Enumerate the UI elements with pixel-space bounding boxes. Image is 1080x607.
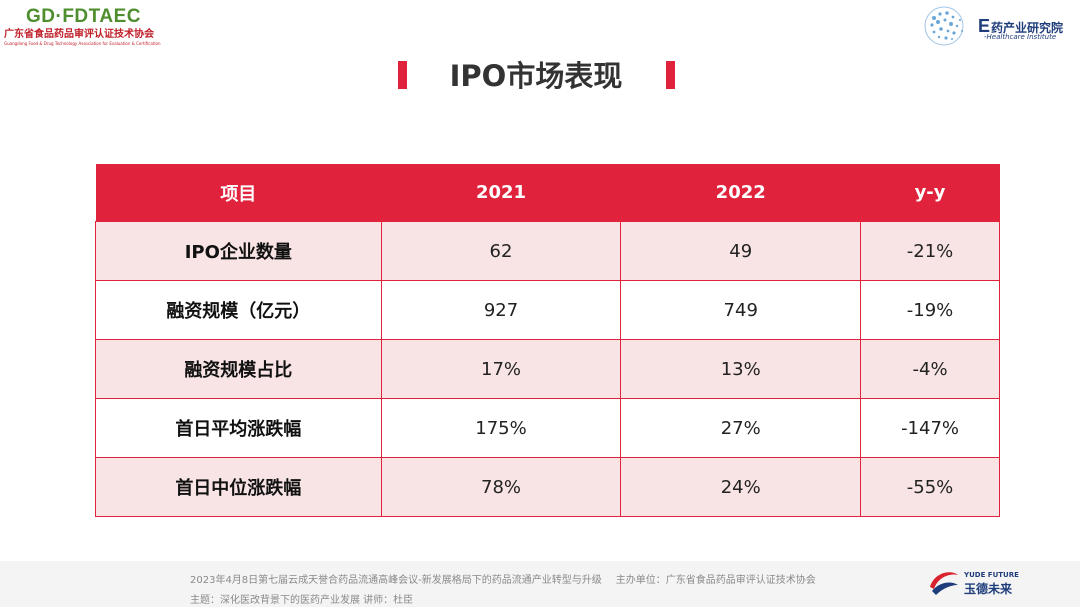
title-accent-bar-left [398,61,407,89]
cell-2022: 27% [620,398,862,458]
cell-2022: 749 [620,280,862,340]
footer-event-text: 2023年4月8日第七届云成天誉合药品流通高峰会议-新发展格局下的药品流通产业转… [190,575,602,586]
page-title: IPO市场表现 [449,59,623,93]
table-row: 首日平均涨跌幅 175% 27% -147% [95,398,1000,458]
header-2021: 2021 [381,164,621,222]
cell-yy: -4% [860,339,1000,399]
institute-en-name: -Healthcare Institute [984,33,1057,41]
yude-future-logo: YUDE FUTURE 玉德未来 [928,565,1019,599]
header-item: 项目 [95,164,382,222]
cell-2021: 927 [380,280,622,340]
title-accent-bar-right [666,61,675,89]
logo-cn-text: 广东省食品药品审评认证技术协会 [4,29,154,40]
globe-icon [924,6,964,46]
header-yy: y-y [860,164,1000,222]
row-label: 融资规模占比 [95,339,382,399]
title-area: IPO市场表现 [0,56,1080,96]
yude-en-text: YUDE FUTURE [964,571,1019,579]
table-row: 融资规模占比 17% 13% -4% [95,339,1000,399]
header-2022: 2022 [620,164,861,222]
cell-2021: 62 [380,221,622,281]
footer-topic-text: 主题：深化医改背景下的医药产业发展 讲师：杜臣 [190,595,414,606]
logo-main-text: GD·FDTAEC [26,6,141,27]
cell-2021: 17% [380,339,622,399]
cell-2022: 49 [620,221,862,281]
table-header-row: 项目 2021 2022 y-y [95,164,1000,222]
footer: 2023年4月8日第七届云成天誉合药品流通高峰会议-新发展格局下的药品流通产业转… [0,561,1080,607]
cell-2022: 24% [620,457,862,517]
table-row: IPO企业数量 62 49 -21% [95,221,1000,281]
yude-cn-text: 玉德未来 [964,582,1013,596]
institute-cn-name: E药产业研究院 [978,16,1063,37]
healthcare-institute-logo: E药产业研究院 -Healthcare Institute [920,4,1070,48]
footer-organizer-text: 主办单位：广东省食品药品审评认证技术协会 [615,575,816,586]
cell-2021: 175% [380,398,622,458]
cell-yy: -147% [860,398,1000,458]
cell-2021: 78% [380,457,622,517]
row-label: IPO企业数量 [95,221,382,281]
row-label: 首日中位涨跌幅 [95,457,382,517]
yude-emblem-icon [930,572,958,595]
table-row: 融资规模（亿元） 927 749 -19% [95,280,1000,340]
table-row: 首日中位涨跌幅 78% 24% -55% [95,457,1000,517]
institute-e-letter: E [978,16,991,36]
cell-yy: -55% [860,457,1000,517]
cell-yy: -19% [860,280,1000,340]
cell-2022: 13% [620,339,862,399]
row-label: 融资规模（亿元） [95,280,382,340]
gdfdtaec-logo: GD·FDTAEC 广东省食品药品审评认证技术协会 Guangdong Food… [4,6,164,47]
row-label: 首日平均涨跌幅 [95,398,382,458]
ipo-performance-table: 项目 2021 2022 y-y IPO企业数量 62 49 -21% 融资规模… [95,164,1000,517]
logo-en-text: Guangdong Food & Drug Technology Associa… [4,41,161,46]
footer-line-1: 2023年4月8日第七届云成天誉合药品流通高峰会议-新发展格局下的药品流通产业转… [190,571,816,586]
institute-cn-text: 药产业研究院 [991,21,1064,35]
cell-yy: -21% [860,221,1000,281]
